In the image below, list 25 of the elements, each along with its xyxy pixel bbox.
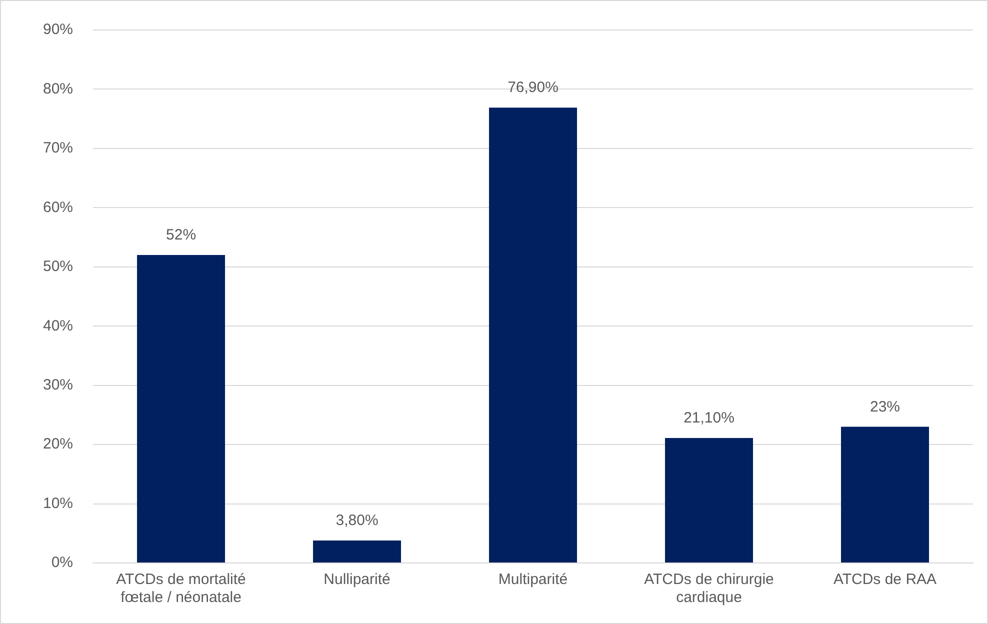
y-tick-label: 90% bbox=[42, 21, 74, 38]
y-tick-label: 0% bbox=[51, 554, 74, 572]
y-tick-label: 40% bbox=[42, 317, 74, 334]
bar bbox=[665, 438, 754, 562]
y-tick-label: 60% bbox=[42, 198, 74, 216]
y-tick-label: 50% bbox=[42, 258, 74, 276]
x-tick-label: ATCDs de chirurgie cardiaque bbox=[644, 571, 774, 606]
bar bbox=[313, 540, 402, 562]
x-tick-label: Multiparité bbox=[498, 571, 568, 588]
y-tick-label: 70% bbox=[42, 140, 74, 157]
bar bbox=[841, 426, 929, 562]
data-label: 3,80% bbox=[336, 512, 378, 530]
x-tick-label: Nulliparité bbox=[324, 571, 390, 588]
y-tick-label: 10% bbox=[42, 494, 74, 512]
data-label: 76,90% bbox=[508, 79, 558, 96]
data-label: 52% bbox=[166, 226, 196, 244]
y-tick-label: 30% bbox=[42, 376, 74, 394]
bar bbox=[489, 108, 578, 562]
data-label: 23% bbox=[870, 398, 900, 416]
x-tick-label: ATCDs de RAA bbox=[833, 571, 937, 588]
bar bbox=[137, 255, 226, 562]
y-tick-label: 20% bbox=[42, 436, 74, 453]
y-tick-label: 80% bbox=[42, 80, 74, 98]
data-label: 21,10% bbox=[684, 410, 734, 427]
x-tick-label: ATCDs de mortalité fœtale / néonatale bbox=[116, 571, 246, 606]
